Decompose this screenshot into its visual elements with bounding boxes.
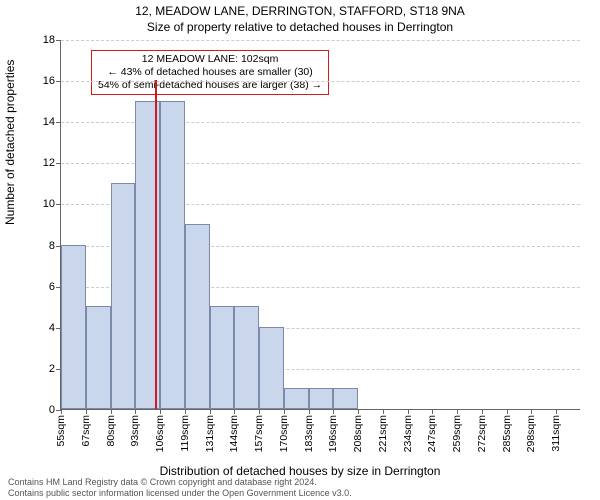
xtick-mark — [457, 409, 458, 414]
chart-subtitle: Size of property relative to detached ho… — [0, 20, 600, 34]
ytick-mark — [56, 81, 61, 82]
histogram-bar — [284, 388, 309, 409]
xtick-mark — [432, 409, 433, 414]
xtick-label: 55sqm — [55, 415, 67, 447]
histogram-bar — [111, 183, 136, 409]
xtick-label: 144sqm — [228, 415, 240, 452]
x-axis-label: Distribution of detached houses by size … — [0, 464, 600, 478]
xtick-label: 93sqm — [129, 415, 141, 447]
annotation-line2: ← 43% of detached houses are smaller (30… — [98, 66, 322, 79]
xtick-mark — [160, 409, 161, 414]
histogram-bar — [160, 101, 185, 409]
xtick-mark — [135, 409, 136, 414]
gridline — [61, 40, 580, 41]
histogram-bar — [61, 245, 86, 409]
ytick-label: 6 — [49, 281, 55, 293]
ytick-label: 18 — [43, 34, 55, 46]
xtick-label: 131sqm — [204, 415, 216, 452]
xtick-mark — [284, 409, 285, 414]
annotation-line1: 12 MEADOW LANE: 102sqm — [98, 53, 322, 66]
xtick-mark — [482, 409, 483, 414]
ytick-label: 4 — [49, 322, 55, 334]
xtick-mark — [408, 409, 409, 414]
histogram-bar — [210, 306, 235, 409]
ytick-label: 2 — [49, 363, 55, 375]
xtick-label: 311sqm — [550, 415, 562, 452]
histogram-bar — [309, 388, 334, 409]
xtick-label: 234sqm — [402, 415, 414, 452]
xtick-mark — [383, 409, 384, 414]
xtick-mark — [358, 409, 359, 414]
xtick-mark — [333, 409, 334, 414]
xtick-label: 106sqm — [154, 415, 166, 452]
plot-area: 12 MEADOW LANE: 102sqm ← 43% of detached… — [60, 40, 580, 410]
xtick-mark — [507, 409, 508, 414]
xtick-label: 183sqm — [303, 415, 315, 452]
xtick-label: 259sqm — [451, 415, 463, 452]
footer-line2: Contains public sector information licen… — [8, 488, 352, 498]
histogram-bar — [86, 306, 111, 409]
ytick-label: 14 — [43, 116, 55, 128]
xtick-label: 170sqm — [278, 415, 290, 452]
xtick-label: 80sqm — [105, 415, 117, 447]
xtick-mark — [86, 409, 87, 414]
histogram-bar — [185, 224, 210, 409]
xtick-label: 247sqm — [426, 415, 438, 452]
xtick-label: 196sqm — [327, 415, 339, 452]
xtick-mark — [234, 409, 235, 414]
ytick-mark — [56, 122, 61, 123]
ytick-label: 12 — [43, 157, 55, 169]
gridline — [61, 81, 580, 82]
footer-line1: Contains HM Land Registry data © Crown c… — [8, 477, 352, 487]
histogram-bar — [333, 388, 358, 409]
xtick-mark — [556, 409, 557, 414]
histogram-bar — [259, 327, 284, 409]
xtick-label: 157sqm — [253, 415, 265, 452]
xtick-mark — [531, 409, 532, 414]
marker-annotation-box: 12 MEADOW LANE: 102sqm ← 43% of detached… — [91, 50, 329, 95]
ytick-label: 16 — [43, 75, 55, 87]
xtick-label: 119sqm — [179, 415, 191, 452]
xtick-mark — [111, 409, 112, 414]
ytick-mark — [56, 163, 61, 164]
property-marker-line — [155, 80, 157, 409]
xtick-label: 208sqm — [352, 415, 364, 452]
xtick-label: 67sqm — [80, 415, 92, 447]
ytick-mark — [56, 40, 61, 41]
chart-footer: Contains HM Land Registry data © Crown c… — [8, 477, 352, 498]
histogram-bar — [234, 306, 259, 409]
xtick-label: 298sqm — [525, 415, 537, 452]
ytick-mark — [56, 204, 61, 205]
xtick-label: 272sqm — [476, 415, 488, 452]
xtick-label: 285sqm — [501, 415, 513, 452]
ytick-label: 10 — [43, 198, 55, 210]
xtick-mark — [309, 409, 310, 414]
xtick-mark — [185, 409, 186, 414]
xtick-mark — [210, 409, 211, 414]
ytick-label: 8 — [49, 240, 55, 252]
y-axis-label: Number of detached properties — [3, 60, 17, 225]
xtick-mark — [259, 409, 260, 414]
xtick-label: 221sqm — [377, 415, 389, 452]
xtick-mark — [61, 409, 62, 414]
chart-title-address: 12, MEADOW LANE, DERRINGTON, STAFFORD, S… — [0, 4, 600, 18]
